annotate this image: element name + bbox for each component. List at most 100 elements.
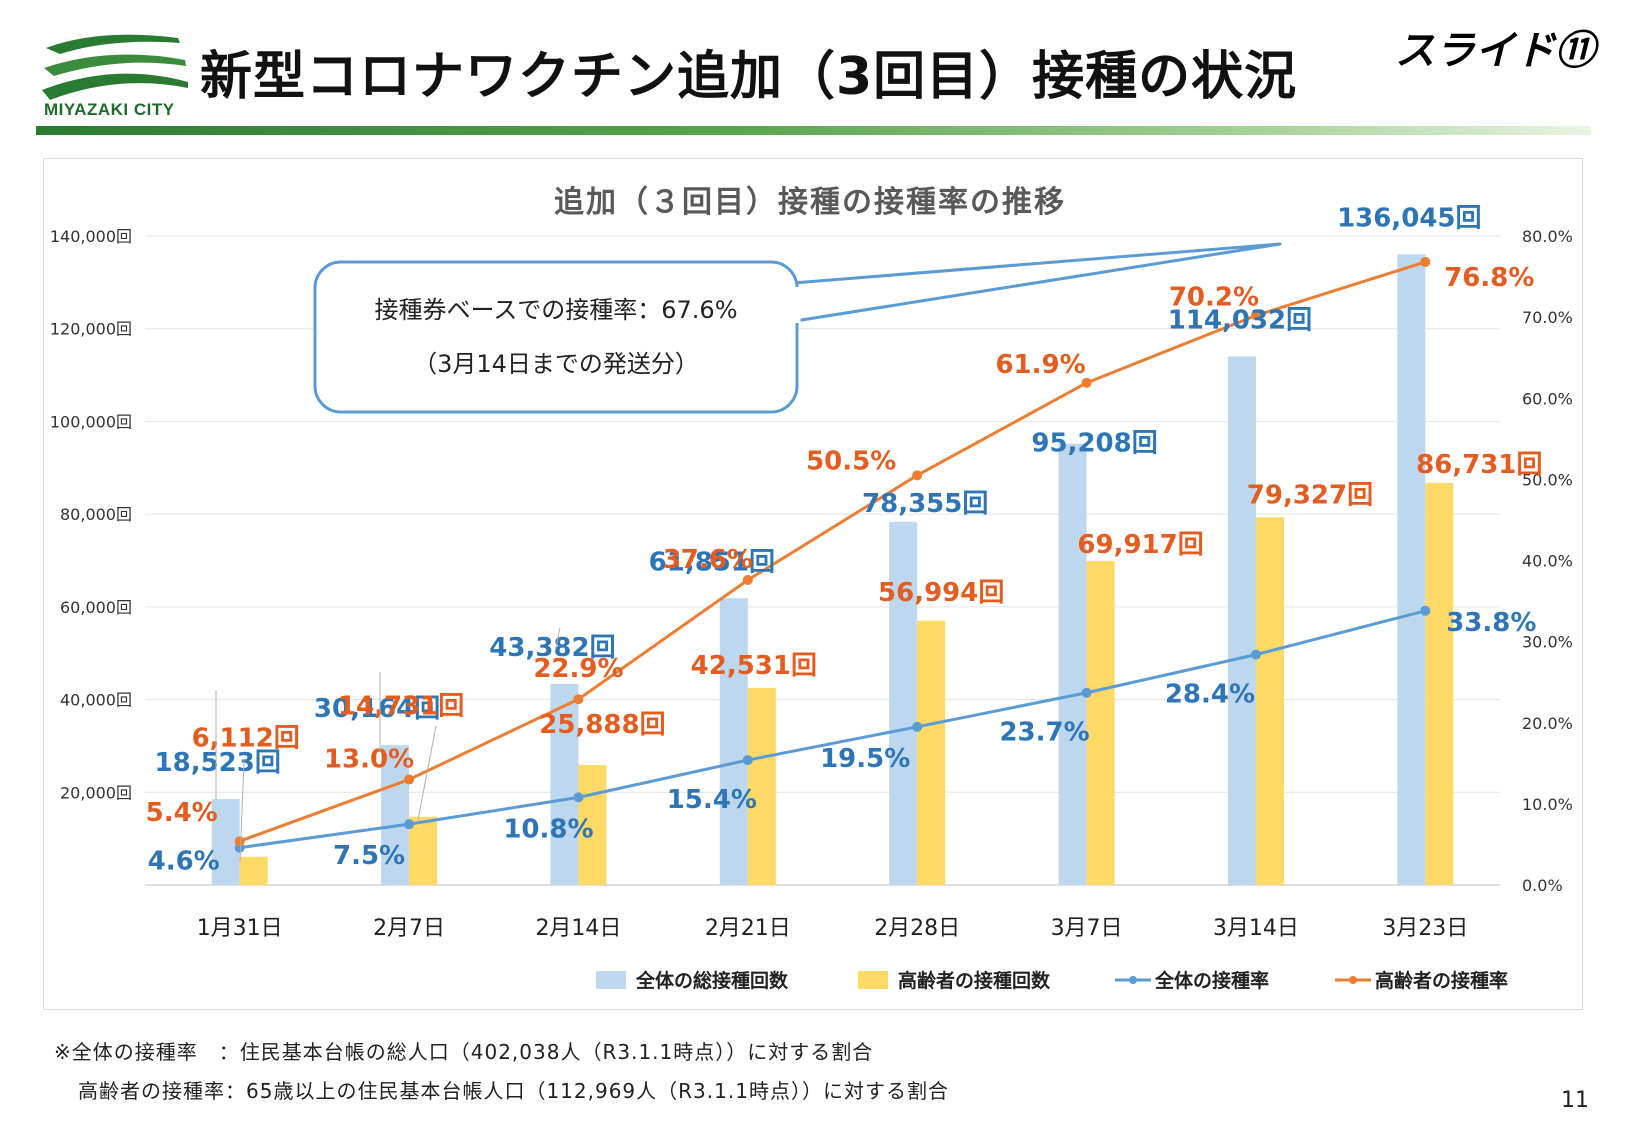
data-label-elderly-rate: 61.9%: [995, 350, 1085, 380]
data-label-overall-rate: 33.8%: [1446, 608, 1536, 638]
point-overall-rate: [404, 819, 415, 830]
bar-elderly-doses: [1425, 482, 1454, 885]
data-label-elderly-rate: 50.5%: [806, 446, 896, 476]
x-category-label: 2月28日: [874, 916, 960, 941]
logo-text: MIYAZAKI CITY: [44, 100, 175, 119]
data-label-total-doses: 61,851回: [649, 547, 775, 577]
data-label-overall-rate: 19.5%: [820, 744, 910, 774]
data-label-elderly-rate: 5.4%: [146, 798, 218, 828]
bar-elderly-doses: [1086, 560, 1115, 885]
bar-elderly-doses: [578, 764, 607, 885]
bar-elderly-doses: [239, 856, 268, 885]
point-elderly-rate: [404, 774, 415, 785]
bar-total-doses: [1058, 443, 1087, 885]
leader-line: [417, 725, 437, 821]
data-label-overall-rate: 15.4%: [667, 785, 757, 815]
data-label-elderly-rate: 76.8%: [1444, 263, 1534, 293]
line-elderly-rate: [239, 260, 1426, 843]
y-right-tick-label: 10.0%: [1522, 795, 1573, 814]
data-label-elderly-doses: 42,531回: [691, 651, 817, 681]
bar-total-doses: [550, 683, 579, 885]
point-elderly-rate: [742, 574, 753, 585]
bar-total-doses: [1397, 254, 1426, 886]
point-elderly-rate: [573, 694, 584, 705]
data-label-elderly-doses: 69,917回: [1077, 530, 1203, 560]
point-overall-rate: [1420, 605, 1431, 616]
point-elderly-rate: [1081, 377, 1092, 388]
bar-total-doses: [889, 521, 918, 885]
y-left-tick-label: 100,000回: [50, 412, 132, 431]
y-left-tick-label: 60,000回: [60, 598, 132, 617]
legend-elderly-rate-label: 高齢者の接種率: [1375, 969, 1508, 992]
legend-total-doses-label: 全体の総接種回数: [635, 969, 789, 992]
point-elderly-rate: [1420, 256, 1431, 267]
point-overall-rate: [1250, 649, 1261, 660]
y-left-tick-label: 40,000回: [60, 691, 132, 710]
data-label-total-doses: 43,382回: [489, 633, 615, 663]
legend-total-doses-swatch: [596, 971, 626, 989]
point-elderly-rate: [912, 470, 923, 481]
leader-line: [554, 627, 561, 653]
point-overall-rate: [742, 755, 753, 766]
x-category-label: 3月23日: [1382, 916, 1468, 941]
x-category-label: 2月21日: [705, 916, 791, 941]
data-label-total-doses: 95,208回: [1031, 429, 1157, 459]
y-left-tick-label: 80,000回: [60, 505, 132, 524]
x-category-label: 2月7日: [373, 916, 445, 941]
y-right-tick-label: 80.0%: [1522, 227, 1573, 246]
legend-overall-rate-marker: [1129, 976, 1137, 984]
data-label-elderly-doses: 14,731回: [338, 692, 464, 722]
data-label-elderly-rate: 13.0%: [324, 745, 414, 775]
data-label-elderly-rate: 22.9%: [533, 654, 623, 684]
point-elderly-rate: [234, 836, 245, 847]
miyazaki-city-logo: [42, 34, 188, 100]
data-label-elderly-rate: 37.6%: [663, 545, 753, 575]
point-overall-rate: [912, 721, 923, 732]
y-right-tick-label: 60.0%: [1522, 389, 1573, 408]
page-title: 新型コロナワクチン追加（3回目）接種の状況: [200, 47, 1298, 107]
data-label-overall-rate: 23.7%: [999, 718, 1089, 748]
y-right-tick-label: 30.0%: [1522, 633, 1573, 652]
data-label-elderly-doses: 56,994回: [878, 578, 1004, 608]
point-overall-rate: [573, 792, 584, 803]
data-label-elderly-doses: 6,112回: [192, 724, 300, 754]
data-label-elderly-doses: 86,731回: [1416, 450, 1542, 480]
data-label-total-doses: 30,164回: [314, 694, 440, 724]
line-overall-rate: [239, 609, 1426, 850]
bar-elderly-doses: [409, 816, 438, 885]
bar-elderly-doses: [917, 620, 946, 885]
leader-line: [239, 759, 245, 863]
data-label-overall-rate: 28.4%: [1165, 680, 1255, 710]
callout-text: 接種券ベースでの接種率：67.6%: [374, 296, 737, 324]
chart-title: 追加（３回目）接種の接種率の推移: [554, 185, 1066, 220]
bar-total-doses: [719, 598, 748, 885]
y-left-tick-label: 140,000回: [50, 227, 132, 246]
page-number: 11: [1561, 1088, 1589, 1113]
data-label-elderly-doses: 25,888回: [539, 710, 665, 740]
data-label-overall-rate: 10.8%: [503, 814, 593, 844]
data-label-total-doses: 136,045回: [1337, 203, 1481, 233]
legend-elderly-rate-marker: [1349, 976, 1357, 984]
bar-total-doses: [381, 745, 410, 885]
data-label-overall-rate: 4.6%: [148, 847, 220, 877]
data-label-total-doses: 18,523回: [155, 748, 281, 778]
bar-elderly-doses: [1255, 517, 1284, 885]
legend-elderly-doses-swatch: [858, 971, 888, 989]
y-right-tick-label: 50.0%: [1522, 470, 1573, 489]
footnote-overall: ※全体の接種率 ：住民基本台帳の総人口（402,038人（R3.1.1時点））に…: [54, 1040, 874, 1064]
x-category-label: 1月31日: [197, 916, 283, 941]
y-right-tick-label: 70.0%: [1522, 308, 1573, 327]
callout-box: [313, 260, 799, 414]
data-label-total-doses: 78,355回: [862, 489, 988, 519]
data-label-total-doses: 114,032回: [1168, 305, 1312, 335]
bar-elderly-doses: [747, 687, 776, 885]
data-label-overall-rate: 7.5%: [333, 841, 405, 871]
point-elderly-rate: [1250, 310, 1261, 321]
y-right-tick-label: 0.0%: [1522, 876, 1563, 895]
data-label-elderly-rate: 70.2%: [1169, 283, 1259, 313]
x-category-label: 3月14日: [1213, 916, 1299, 941]
footnote-elderly: 高齢者の接種率：65歳以上の住民基本台帳人口（112,969人（R3.1.1時点…: [78, 1079, 949, 1103]
callout-subtext: （3月14日までの発送分）: [413, 350, 699, 378]
point-overall-rate: [1081, 687, 1092, 698]
